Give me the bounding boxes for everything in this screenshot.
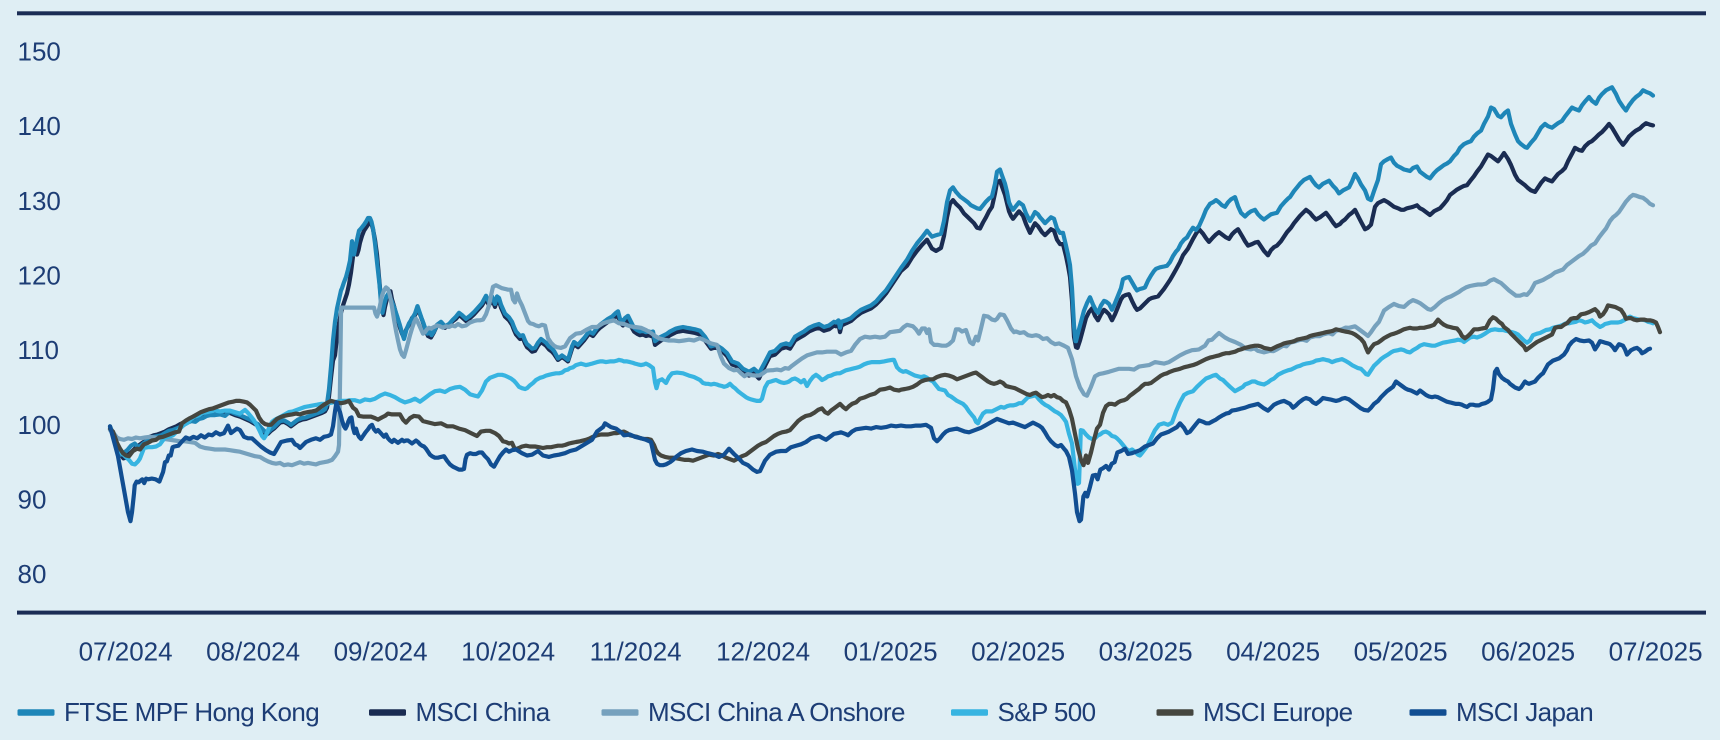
svg-text:08/2024: 08/2024 [206,637,300,667]
svg-text:07/2025: 07/2025 [1609,637,1703,667]
svg-text:S&P 500: S&P 500 [998,697,1096,727]
svg-text:80: 80 [18,559,47,589]
svg-text:FTSE MPF Hong Kong: FTSE MPF Hong Kong [64,697,319,727]
svg-text:07/2024: 07/2024 [79,637,173,667]
svg-text:90: 90 [18,485,47,515]
svg-text:05/2025: 05/2025 [1354,637,1448,667]
svg-text:140: 140 [18,111,61,141]
svg-text:120: 120 [18,261,61,291]
svg-text:06/2025: 06/2025 [1481,637,1575,667]
svg-text:09/2024: 09/2024 [334,637,428,667]
svg-text:150: 150 [18,37,61,67]
svg-text:11/2024: 11/2024 [590,637,682,667]
svg-text:110: 110 [18,335,59,365]
svg-text:MSCI China A Onshore: MSCI China A Onshore [648,697,905,727]
svg-text:100: 100 [18,410,61,440]
svg-text:MSCI China: MSCI China [416,697,551,727]
svg-text:01/2025: 01/2025 [844,637,938,667]
svg-text:03/2025: 03/2025 [1099,637,1193,667]
svg-text:MSCI Japan: MSCI Japan [1456,697,1593,727]
svg-text:10/2024: 10/2024 [461,637,555,667]
svg-text:12/2024: 12/2024 [716,637,810,667]
svg-text:02/2025: 02/2025 [971,637,1065,667]
svg-text:130: 130 [18,186,61,216]
svg-text:04/2025: 04/2025 [1226,637,1320,667]
svg-text:MSCI Europe: MSCI Europe [1203,697,1353,727]
